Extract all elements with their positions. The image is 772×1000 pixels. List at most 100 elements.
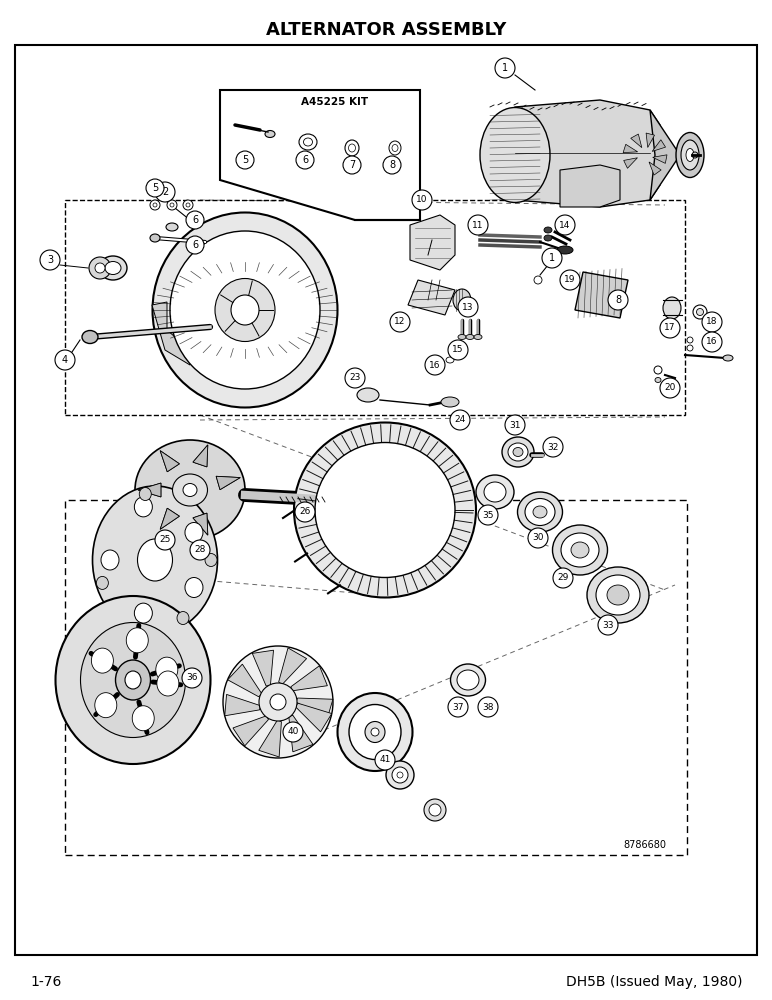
Ellipse shape	[484, 482, 506, 502]
Ellipse shape	[654, 366, 662, 374]
Ellipse shape	[560, 270, 580, 290]
Polygon shape	[623, 144, 638, 153]
Ellipse shape	[702, 312, 722, 332]
Ellipse shape	[93, 486, 218, 634]
Ellipse shape	[702, 332, 722, 352]
Ellipse shape	[186, 203, 190, 207]
Ellipse shape	[125, 671, 141, 689]
Polygon shape	[193, 445, 208, 467]
Polygon shape	[138, 483, 161, 497]
Polygon shape	[225, 694, 260, 716]
Ellipse shape	[134, 497, 152, 517]
Text: 36: 36	[186, 674, 198, 682]
Ellipse shape	[348, 144, 355, 152]
Ellipse shape	[296, 151, 314, 169]
Polygon shape	[296, 703, 332, 732]
Text: 1: 1	[502, 63, 508, 73]
Ellipse shape	[495, 58, 515, 78]
Text: 6: 6	[192, 215, 198, 225]
Ellipse shape	[607, 585, 629, 605]
Polygon shape	[160, 451, 179, 472]
Ellipse shape	[478, 697, 498, 717]
Ellipse shape	[99, 256, 127, 280]
Ellipse shape	[466, 334, 474, 340]
Ellipse shape	[476, 475, 514, 509]
Text: 4: 4	[62, 355, 68, 365]
Ellipse shape	[468, 215, 488, 235]
Ellipse shape	[294, 422, 476, 597]
Ellipse shape	[480, 107, 550, 202]
Ellipse shape	[448, 697, 468, 717]
Ellipse shape	[375, 750, 395, 770]
Text: 25: 25	[159, 536, 171, 544]
Polygon shape	[646, 133, 655, 147]
Ellipse shape	[343, 156, 361, 174]
Ellipse shape	[571, 542, 589, 558]
Text: 29: 29	[557, 574, 569, 582]
Ellipse shape	[723, 355, 733, 361]
Text: 13: 13	[462, 302, 474, 312]
Ellipse shape	[357, 388, 379, 402]
Text: 33: 33	[602, 620, 614, 630]
Ellipse shape	[91, 648, 113, 673]
Text: 24: 24	[455, 416, 466, 424]
Text: 14: 14	[559, 221, 571, 230]
Ellipse shape	[186, 211, 204, 229]
Polygon shape	[279, 648, 306, 684]
Text: 1: 1	[549, 253, 555, 263]
Polygon shape	[259, 720, 282, 757]
Ellipse shape	[660, 378, 680, 398]
Ellipse shape	[139, 488, 151, 501]
Polygon shape	[296, 698, 333, 720]
Ellipse shape	[663, 297, 681, 319]
Text: DH5B (Issued May, 1980): DH5B (Issued May, 1980)	[566, 975, 742, 989]
Ellipse shape	[167, 200, 177, 210]
Ellipse shape	[155, 530, 175, 550]
Ellipse shape	[542, 248, 562, 268]
Text: 26: 26	[300, 508, 310, 516]
Ellipse shape	[56, 596, 211, 764]
Ellipse shape	[89, 257, 111, 279]
Ellipse shape	[425, 355, 445, 375]
Ellipse shape	[95, 263, 105, 273]
Ellipse shape	[170, 231, 320, 389]
Ellipse shape	[528, 528, 548, 548]
Text: 2: 2	[162, 187, 168, 197]
Ellipse shape	[446, 357, 454, 363]
Ellipse shape	[525, 498, 555, 526]
Ellipse shape	[553, 525, 608, 575]
Polygon shape	[650, 110, 680, 200]
Polygon shape	[228, 664, 262, 697]
Ellipse shape	[223, 646, 333, 758]
Ellipse shape	[513, 448, 523, 456]
Ellipse shape	[270, 694, 286, 710]
Ellipse shape	[299, 134, 317, 150]
Ellipse shape	[183, 200, 193, 210]
Ellipse shape	[177, 612, 189, 625]
Ellipse shape	[478, 505, 498, 525]
Ellipse shape	[295, 502, 315, 522]
Polygon shape	[193, 445, 208, 467]
Polygon shape	[291, 666, 327, 691]
Ellipse shape	[205, 554, 217, 566]
Ellipse shape	[157, 671, 179, 696]
Ellipse shape	[429, 804, 441, 816]
Ellipse shape	[231, 295, 259, 325]
Ellipse shape	[303, 138, 313, 146]
Ellipse shape	[392, 767, 408, 783]
Text: 16: 16	[429, 360, 441, 369]
Ellipse shape	[553, 568, 573, 588]
Polygon shape	[220, 90, 420, 220]
Text: 7: 7	[349, 160, 355, 170]
Polygon shape	[160, 508, 179, 529]
Ellipse shape	[185, 578, 203, 597]
Ellipse shape	[596, 575, 640, 615]
Ellipse shape	[660, 318, 680, 338]
Ellipse shape	[153, 203, 157, 207]
Text: 1-76: 1-76	[30, 975, 62, 989]
Text: 18: 18	[706, 318, 718, 326]
Ellipse shape	[450, 410, 470, 430]
Ellipse shape	[80, 622, 185, 738]
Ellipse shape	[686, 148, 694, 161]
Ellipse shape	[265, 130, 275, 137]
